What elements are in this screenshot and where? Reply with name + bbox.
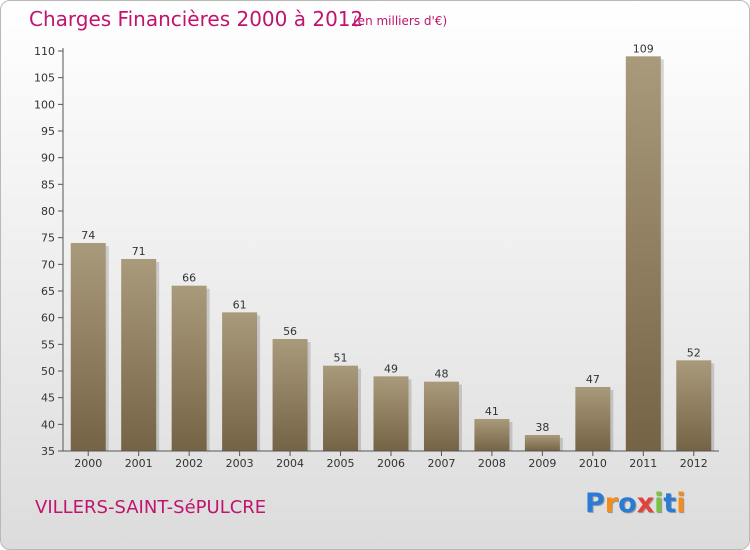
x-tick-label: 2004 (276, 457, 304, 470)
bar-value-label: 56 (283, 325, 297, 338)
y-tick-label: 55 (41, 338, 55, 351)
bar[interactable] (676, 360, 712, 451)
logo-letter: i (676, 488, 686, 519)
bar[interactable] (323, 365, 359, 451)
bar-value-label: 38 (535, 421, 549, 434)
bar[interactable] (171, 285, 207, 451)
bar-value-label: 71 (132, 245, 146, 258)
x-tick-label: 2007 (427, 457, 455, 470)
y-axis: 35 40 45 50 55 60 65 70 75 80 85 90 95 100 105 110 (34, 45, 64, 458)
bar[interactable] (575, 387, 611, 451)
x-tick-label: 2002 (175, 457, 203, 470)
y-tick-label: 60 (41, 312, 55, 325)
logo-letter: t (663, 488, 677, 519)
y-tick-label: 70 (41, 258, 55, 271)
x-tick-label: 2011 (629, 457, 657, 470)
bar-value-label: 48 (434, 368, 448, 381)
logo-letter: o (618, 488, 637, 519)
bar[interactable] (70, 243, 106, 451)
y-tick-label: 105 (34, 72, 55, 85)
x-tick-label: 2006 (377, 457, 405, 470)
x-tick-label: 2010 (579, 457, 607, 470)
bars: 74 71 66 61 56 51 49 48 41 38 47 109 52 (70, 42, 715, 451)
bar[interactable] (423, 381, 459, 451)
bar[interactable] (625, 56, 661, 451)
bar[interactable] (121, 259, 157, 451)
x-tick-label: 2005 (327, 457, 355, 470)
bar-value-label: 49 (384, 362, 398, 375)
x-tick-label: 2008 (478, 457, 506, 470)
bar[interactable] (222, 312, 258, 451)
logo-letter: x (636, 488, 655, 519)
bar-value-label: 109 (633, 42, 654, 55)
x-tick-label: 2000 (74, 457, 102, 470)
bar-value-label: 66 (182, 272, 196, 285)
bar-value-label: 52 (687, 346, 701, 359)
y-tick-label: 95 (41, 125, 55, 138)
x-tick-label: 2001 (125, 457, 153, 470)
chart-unit: (en milliers d'€) (353, 14, 448, 28)
bar[interactable] (373, 376, 409, 451)
x-axis: 2000 2001 2002 2003 2004 2005 2006 2007 2008 2009… (63, 450, 719, 470)
bar-value-label: 47 (586, 373, 600, 386)
y-tick-label: 75 (41, 232, 55, 245)
bar[interactable] (272, 339, 308, 451)
y-tick-label: 110 (34, 45, 55, 58)
bar-value-label: 41 (485, 405, 499, 418)
y-tick-label: 100 (34, 98, 55, 111)
bar-value-label: 61 (233, 298, 247, 311)
bar-value-label: 51 (334, 352, 348, 365)
y-tick-label: 40 (41, 418, 55, 431)
y-tick-label: 85 (41, 178, 55, 191)
bar[interactable] (474, 419, 510, 451)
y-tick-label: 90 (41, 152, 55, 165)
x-tick-label: 2012 (680, 457, 708, 470)
proxiti-logo[interactable]: Proxiti (585, 488, 686, 519)
x-tick-label: 2003 (226, 457, 254, 470)
logo-letter: P (585, 488, 605, 519)
y-tick-label: 45 (41, 392, 55, 405)
x-tick-label: 2009 (528, 457, 556, 470)
y-tick-label: 50 (41, 365, 55, 378)
bar[interactable] (524, 435, 560, 451)
y-tick-label: 35 (41, 445, 55, 458)
logo-letter: i (654, 488, 664, 519)
logo-letter: r (604, 488, 619, 519)
y-tick-label: 80 (41, 205, 55, 218)
place-name: VILLERS-SAINT-SéPULCRE (35, 497, 267, 518)
bar-value-label: 74 (81, 229, 95, 242)
chart-title: Charges Financières 2000 à 2012 (29, 7, 364, 31)
y-tick-label: 65 (41, 285, 55, 298)
